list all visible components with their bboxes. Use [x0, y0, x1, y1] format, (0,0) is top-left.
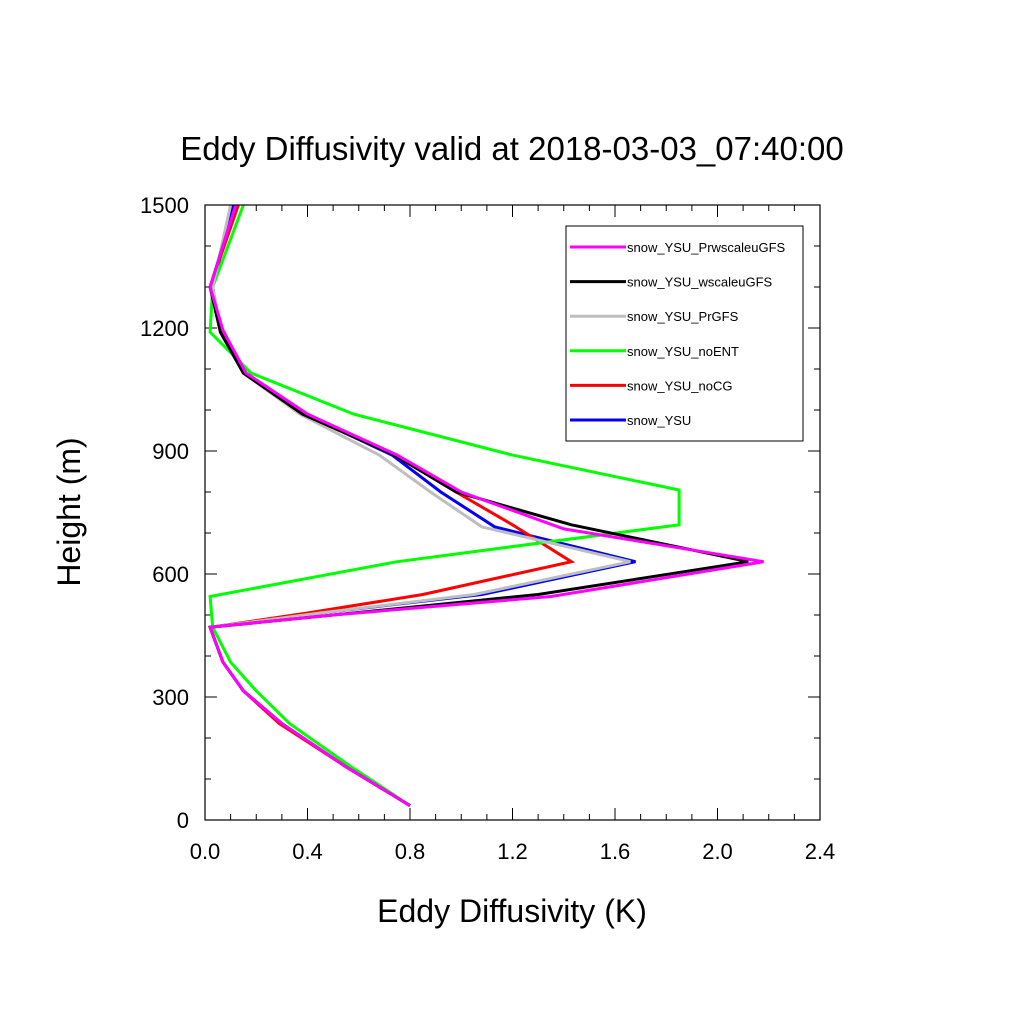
x-tick-label: 1.2 [497, 839, 528, 864]
series-line-snow_YSU_PrwscaleuGFS [208, 204, 764, 807]
legend-box [565, 225, 804, 442]
legend-label: snow_YSU_PrGFS [627, 309, 739, 324]
axis-ticks: 0.0 0.4 0.8 1.2 1.6 2.0 2.4 0 300 600 900 1200 1500 [140, 193, 835, 864]
plot-frame [204, 204, 821, 821]
x-tick-label: 0.4 [292, 839, 323, 864]
y-tick-label: 300 [152, 685, 189, 710]
legend-label: snow_YSU_wscaleuGFS [627, 275, 773, 290]
x-tick-label: 2.0 [702, 839, 733, 864]
x-tick-label: 1.6 [600, 839, 631, 864]
chart-title: Eddy Diffusivity valid at 2018-03-03_07:… [180, 130, 843, 167]
x-tick-label: 0.0 [190, 839, 221, 864]
y-tick-label: 1500 [140, 193, 189, 218]
legend-label: snow_YSU_noCG [627, 378, 733, 393]
y-tick-label: 900 [152, 439, 189, 464]
y-tick-label: 0 [177, 808, 189, 833]
legend-label: snow_YSU_noENT [627, 344, 739, 359]
legend: snow_YSU_PrwscaleuGFS snow_YSU_wscaleuGFS… [565, 225, 804, 442]
y-axis-label: Height (m) [51, 437, 87, 586]
x-axis-label: Eddy Diffusivity (K) [377, 893, 647, 929]
y-tick-label: 1200 [140, 316, 189, 341]
series-layer [208, 204, 764, 807]
x-tick-label: 2.4 [805, 839, 836, 864]
legend-label: snow_YSU [627, 413, 691, 428]
y-tick-label: 600 [152, 562, 189, 587]
legend-label: snow_YSU_PrwscaleuGFS [627, 240, 786, 255]
x-tick-label: 0.8 [395, 839, 426, 864]
